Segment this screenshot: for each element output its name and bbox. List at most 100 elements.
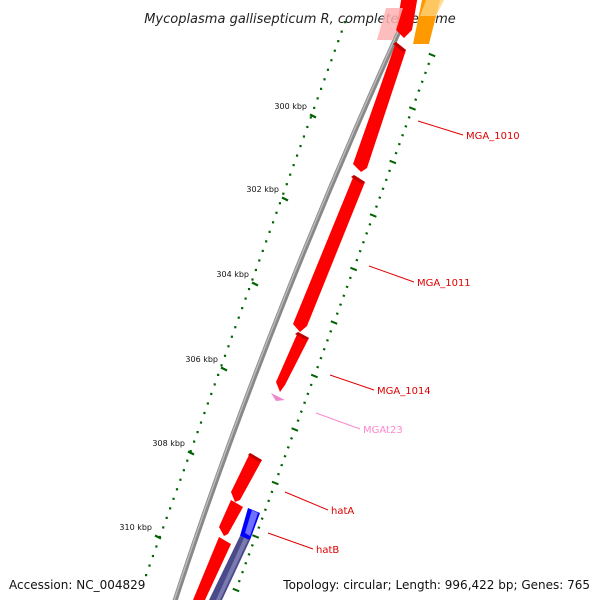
gene-label: hatA (331, 506, 354, 517)
map-title: Mycoplasma gallisepticum R, complete gen… (144, 12, 456, 27)
ruler-minor-tick (179, 478, 182, 481)
inner-tick (394, 151, 398, 155)
ruler-minor-tick (254, 268, 257, 272)
inner-tick (283, 454, 287, 458)
inner-tick (368, 223, 372, 226)
orange-feature-light (420, 0, 444, 16)
inner-tick (303, 401, 307, 405)
ruler-major-tick (251, 281, 259, 287)
gene-arrow-hatb (219, 500, 243, 536)
inner-tick (381, 187, 385, 191)
ruler-minor-tick (199, 421, 203, 424)
ruler-minor-tick (148, 564, 151, 567)
inner-tick (252, 534, 260, 539)
ruler-minor-tick (271, 221, 275, 224)
inner-tick (378, 196, 382, 200)
inner-tick (389, 159, 397, 165)
inner-tick (420, 80, 424, 84)
ruler-minor-tick (186, 459, 189, 462)
ruler-minor-ticks (145, 21, 347, 577)
inner-tick (247, 552, 251, 556)
ruler-minor-tick (237, 316, 240, 319)
inner-tick (350, 266, 358, 272)
ruler-minor-tick (193, 440, 196, 443)
ruler-minor-tick (213, 383, 216, 386)
ruler-tick-label: 304 kbp (216, 270, 249, 279)
ruler-minor-tick (302, 135, 306, 138)
ruler-minor-tick (169, 507, 172, 510)
ruler-minor-tick (162, 526, 165, 529)
inner-tick (384, 178, 388, 182)
ruler-minor-tick (306, 125, 309, 129)
gene-leader-line (368, 265, 415, 283)
ruler-minor-tick (196, 430, 199, 434)
ruler-minor-tick (189, 450, 192, 453)
inner-tick (388, 169, 392, 173)
ruler-minor-tick (282, 192, 285, 195)
inner-tick (335, 312, 339, 315)
gene-arrow-mga-1014 (276, 332, 309, 392)
inner-tick (361, 240, 365, 244)
ruler-minor-tick (340, 30, 343, 33)
gene-arrow-mga-1010 (353, 42, 406, 172)
inner-tick (299, 410, 303, 414)
top-features (377, 0, 444, 44)
ruler-tick-label: 306 kbp (185, 355, 218, 364)
inner-tick (232, 587, 240, 593)
gene-labels: MGA_1010 MGA_1011 MGA_1014 MGAt23 hatA hatB (267, 120, 520, 556)
inner-tick (348, 276, 352, 280)
inner-tick (428, 52, 436, 58)
inner-tick (276, 472, 280, 476)
ruler-minor-tick (220, 364, 223, 367)
inner-tick (358, 249, 362, 253)
ruler-minor-tick (241, 307, 244, 310)
ruler-major-tick (220, 366, 228, 372)
ruler-minor-tick (330, 59, 333, 62)
ruler-minor-tick (268, 230, 271, 233)
ruler-minor-tick (155, 545, 158, 548)
inner-tick (257, 526, 261, 529)
gene-label: MGAt23 (363, 425, 403, 436)
gene-leader-line (329, 374, 375, 391)
ruler-minor-tick (313, 106, 316, 110)
ruler-minor-tick (292, 164, 295, 167)
gene-leader-line (315, 412, 361, 430)
inner-tick (342, 294, 346, 298)
inner-tick (355, 258, 359, 262)
ruler-minor-tick (182, 469, 185, 472)
ruler-major-tick (154, 534, 162, 540)
ruler-tick-label: 300 kbp (274, 102, 307, 111)
inner-tick (310, 373, 318, 379)
inner-tick (271, 480, 279, 486)
inner-tick (365, 231, 369, 235)
ruler-minor-tick (227, 345, 230, 348)
ruler-minor-tick (333, 49, 336, 52)
ruler-minor-tick (247, 287, 251, 291)
gene-arrow-mga-1011 (293, 175, 365, 332)
ruler-minor-tick (299, 144, 302, 148)
inner-ticks (232, 52, 436, 593)
ruler-minor-tick (344, 21, 347, 24)
inner-tick (241, 570, 245, 574)
gene-leader-line (417, 120, 464, 136)
gene-arrow-mgat23 (271, 393, 285, 401)
gene-label: MGA_1010 (466, 131, 520, 142)
inner-tick (244, 561, 248, 565)
gene-leader-line (267, 532, 314, 550)
ruler-minor-tick (210, 392, 213, 396)
ruler-tick-label: 302 kbp (246, 185, 279, 194)
pink-feature-top (377, 8, 403, 40)
ruler-minor-tick (319, 87, 323, 90)
blue-feature-light (245, 510, 258, 536)
ruler-minor-tick (165, 516, 168, 519)
ruler-major-tick (309, 113, 317, 119)
gene-label: MGA_1011 (417, 278, 471, 289)
gene-arrow-hata (231, 453, 262, 502)
inner-tick (319, 356, 323, 360)
ruler-minor-tick (217, 373, 220, 376)
inner-tick (237, 579, 241, 583)
ruler-minor-tick (337, 40, 340, 43)
inner-tick (316, 365, 320, 369)
inner-tick (414, 98, 418, 101)
